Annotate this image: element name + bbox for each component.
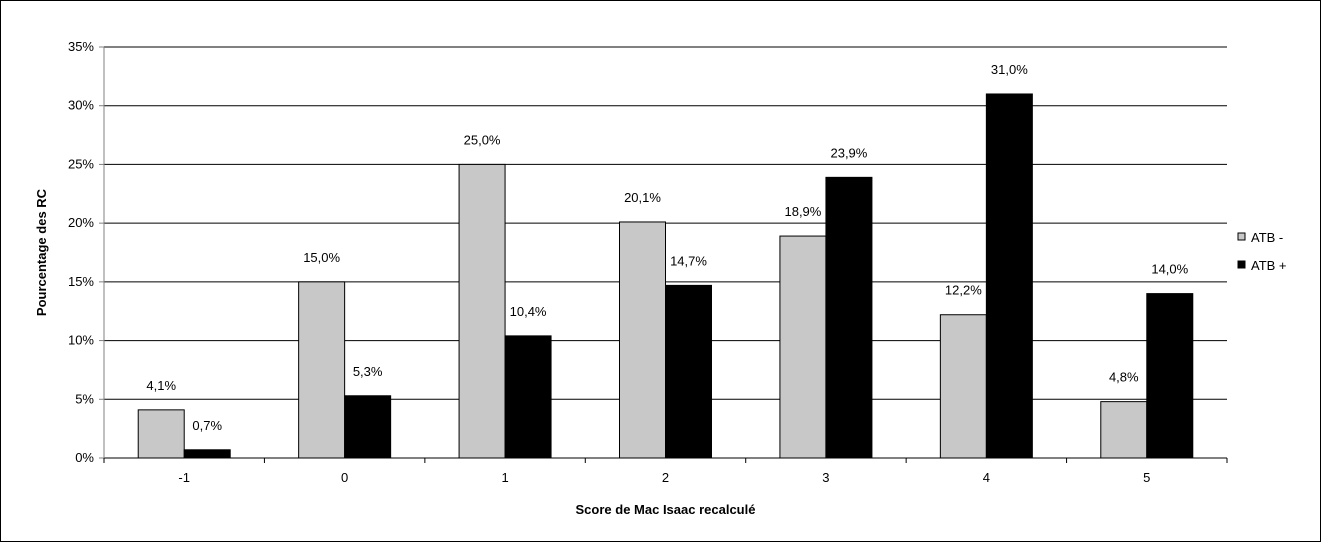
bar-atb-plus: [825, 176, 873, 459]
legend-swatch-atb-minus: [1237, 232, 1246, 241]
data-label: 25,0%: [464, 132, 501, 147]
bar-atb-minus: [298, 281, 346, 459]
bar-atb-plus: [344, 395, 392, 459]
bar-atb-minus: [458, 163, 506, 459]
bar-atb-minus: [137, 409, 185, 459]
x-tick-label: 3: [822, 470, 829, 485]
x-tick-label: 2: [662, 470, 669, 485]
y-tick-label: 35%: [68, 39, 94, 54]
data-label: 4,1%: [146, 378, 176, 393]
data-label: 15,0%: [303, 250, 340, 265]
x-tick-label: -1: [178, 470, 190, 485]
data-label: 0,7%: [192, 418, 222, 433]
legend-label: ATB -: [1251, 230, 1283, 245]
data-labels: 4,1% 0,7% 15,0% 5,3% 25,0% 10,4% 20,1% 14,7% 18,…: [146, 62, 1188, 433]
data-label: 14,7%: [670, 253, 707, 268]
y-tick-label: 10%: [68, 333, 94, 348]
y-tick-label: 30%: [68, 98, 94, 113]
bar-atb-minus: [1100, 401, 1148, 459]
data-label: 20,1%: [624, 190, 661, 205]
gridlines: [104, 46, 1227, 400]
y-tick-label: 15%: [68, 274, 94, 289]
data-label: 4,8%: [1109, 370, 1139, 385]
data-label: 5,3%: [353, 364, 383, 379]
data-label: 23,9%: [830, 145, 867, 160]
y-axis-ticks: 0% 5% 10% 15% 20% 25% 30% 35%: [68, 39, 104, 465]
x-tick-label: 1: [501, 470, 508, 485]
bars: [137, 93, 1194, 459]
legend: ATB - ATB +: [1237, 230, 1287, 273]
data-label: 18,9%: [784, 204, 821, 219]
x-tick-label: 4: [983, 470, 990, 485]
bar-atb-plus: [985, 93, 1033, 459]
y-tick-label: 5%: [75, 391, 94, 406]
data-label: 14,0%: [1151, 262, 1188, 277]
bar-atb-minus: [779, 235, 827, 459]
legend-swatch-atb-plus: [1237, 260, 1246, 269]
x-tick-label: 5: [1143, 470, 1150, 485]
y-axis-title: Pourcentage des RC: [34, 188, 49, 316]
y-tick-label: 25%: [68, 156, 94, 171]
legend-label: ATB +: [1251, 258, 1287, 273]
y-tick-label: 0%: [75, 450, 94, 465]
bar-atb-plus: [665, 284, 712, 459]
bar-atb-minus: [939, 314, 987, 459]
bar-atb-plus: [183, 449, 231, 459]
bar-atb-plus: [1146, 293, 1194, 459]
bar-atb-plus: [504, 335, 552, 459]
data-label: 12,2%: [945, 283, 982, 298]
x-axis-ticks: -1 0 1 2 3 4 5: [103, 458, 1228, 485]
y-tick-label: 20%: [68, 215, 94, 230]
data-label: 31,0%: [991, 62, 1028, 77]
x-tick-label: 0: [341, 470, 348, 485]
data-label: 10,4%: [510, 304, 547, 319]
x-axis-title: Score de Mac Isaac recalculé: [576, 502, 756, 517]
bar-atb-minus: [619, 221, 666, 459]
